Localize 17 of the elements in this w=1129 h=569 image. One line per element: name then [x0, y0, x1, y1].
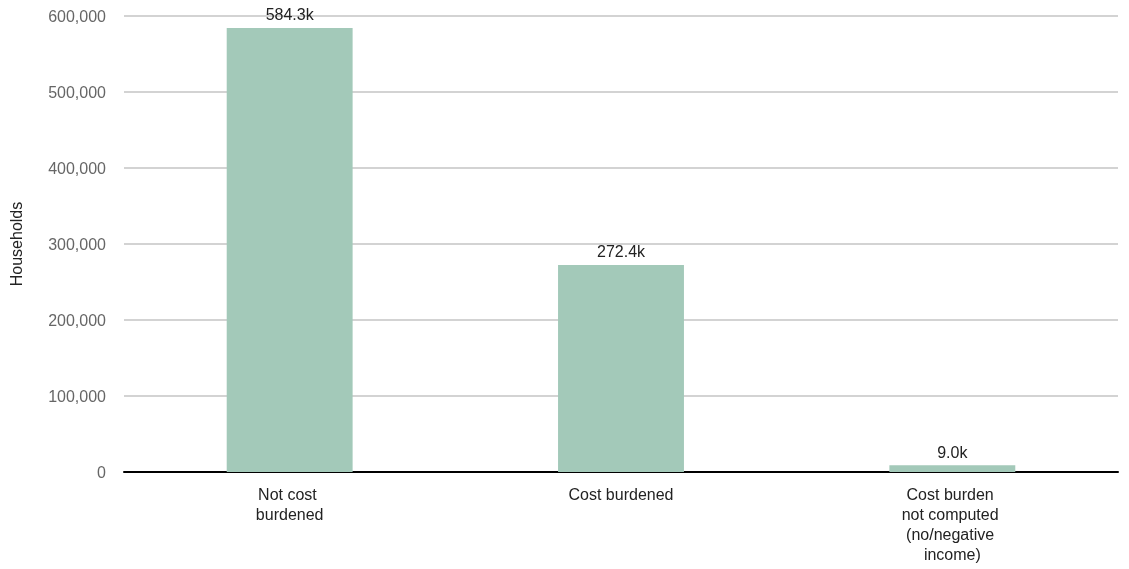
bar — [889, 465, 1016, 472]
data-label: 272.4k — [596, 243, 647, 261]
y-tick-label: 500,000 — [48, 83, 107, 101]
y-tick-label: 200,000 — [48, 311, 107, 329]
data-label: 9.0k — [937, 443, 969, 461]
x-tick-label: Cost burden not computed (no/negative income) — [901, 485, 1004, 563]
x-tick-label: Not cost burdened — [255, 485, 324, 523]
y-tick-label: 600,000 — [48, 7, 107, 25]
y-tick-label: 300,000 — [48, 235, 107, 253]
data-label: 584.3k — [265, 6, 315, 24]
y-tick-label: 100,000 — [48, 387, 107, 405]
y-tick-label: 400,000 — [48, 159, 107, 177]
bar — [558, 264, 684, 472]
bar — [226, 27, 353, 472]
y-axis-title: Households — [7, 201, 25, 287]
y-tick-label: 0 — [97, 463, 107, 481]
x-tick-label: Cost burdened — [568, 485, 674, 503]
